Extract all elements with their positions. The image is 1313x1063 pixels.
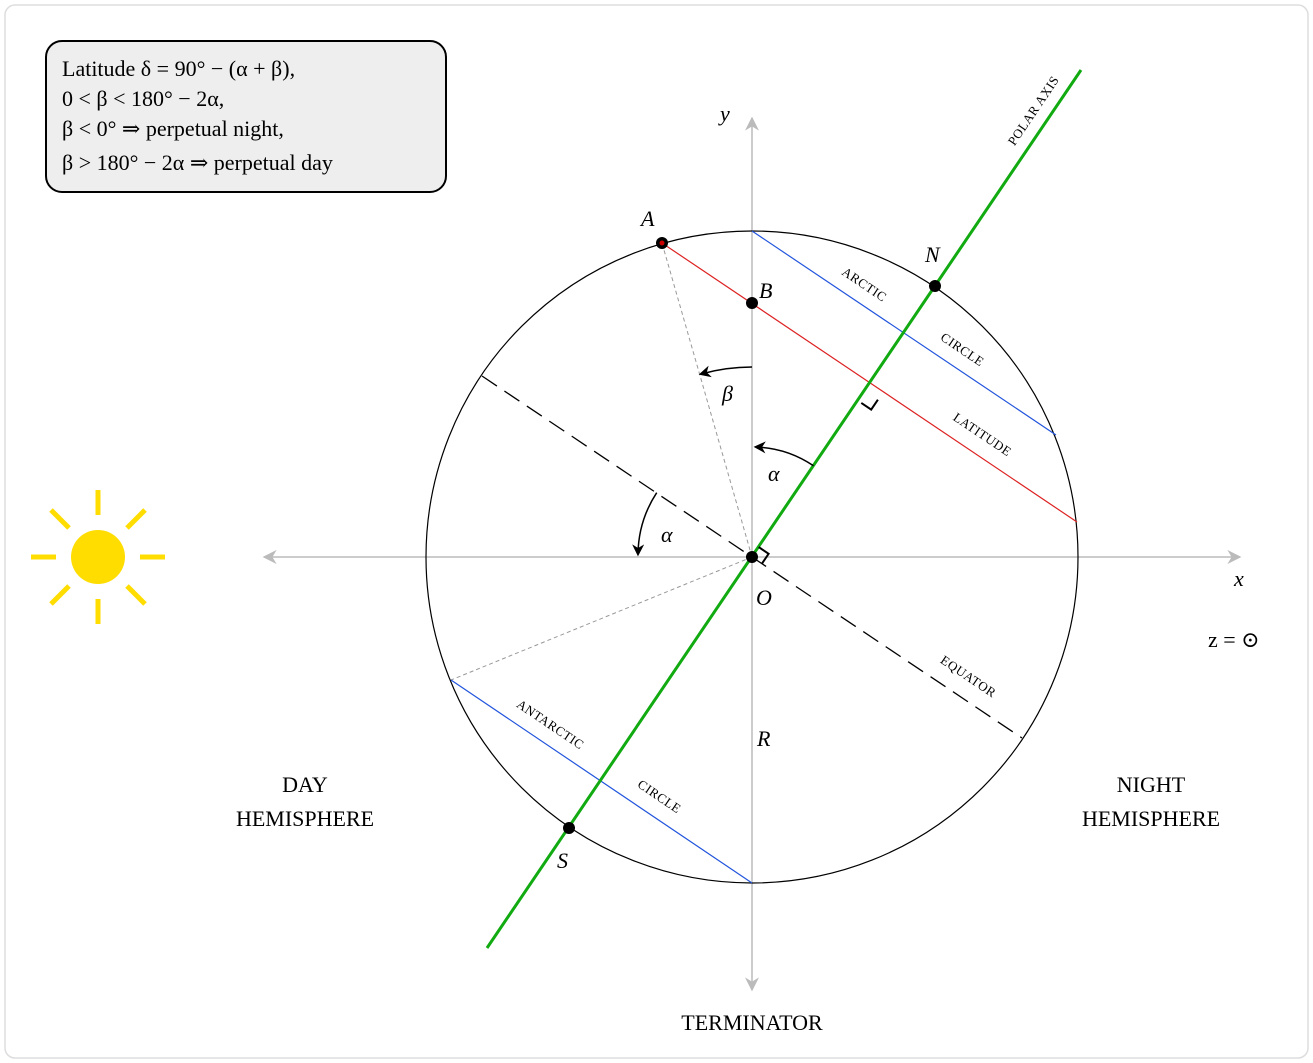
alpha-arc (753, 441, 814, 467)
box-line: β > 180° − 2α ⇒ perpetual day (62, 150, 333, 175)
point-a-core (659, 240, 665, 246)
sun (31, 490, 165, 624)
right-angle (860, 399, 879, 411)
point-b (746, 297, 758, 309)
day-label: HEMISPHERE (236, 806, 374, 831)
label-s: S (557, 848, 568, 873)
x-label: x (1233, 566, 1244, 591)
box-line: β < 0° ⇒ perpetual night, (62, 116, 284, 141)
night-label: HEMISPHERE (1082, 806, 1220, 831)
polar-axis (485, 69, 1083, 949)
alpha-label: α (661, 522, 673, 547)
label-n: N (924, 242, 941, 267)
info-box (45, 40, 447, 193)
label-o: O (756, 585, 772, 610)
y-label: y (718, 101, 730, 126)
alpha-arc (632, 492, 658, 557)
point-s (563, 822, 575, 834)
point-o (746, 551, 758, 563)
alpha-label: α (768, 461, 780, 486)
antarctic-circle (450, 679, 753, 884)
label-a: A (639, 206, 655, 231)
radius-a (661, 242, 753, 558)
right-angle (758, 546, 770, 565)
z-label: z = ⊙ (1208, 627, 1260, 652)
box-line: 0 < β < 180° − 2α, (62, 86, 224, 111)
beta-label: β (721, 381, 733, 406)
frame (4, 4, 1309, 1059)
radius-antarctic (450, 556, 753, 681)
box-line: Latitude δ = 90° − (α + β), (62, 56, 295, 81)
label-b: B (759, 278, 772, 303)
terminator-label: TERMINATOR (681, 1010, 823, 1035)
label-r: R (756, 726, 771, 751)
night-label: NIGHT (1117, 772, 1186, 797)
beta-arc (698, 365, 753, 378)
day-label: DAY (282, 772, 328, 797)
point-n (929, 280, 941, 292)
